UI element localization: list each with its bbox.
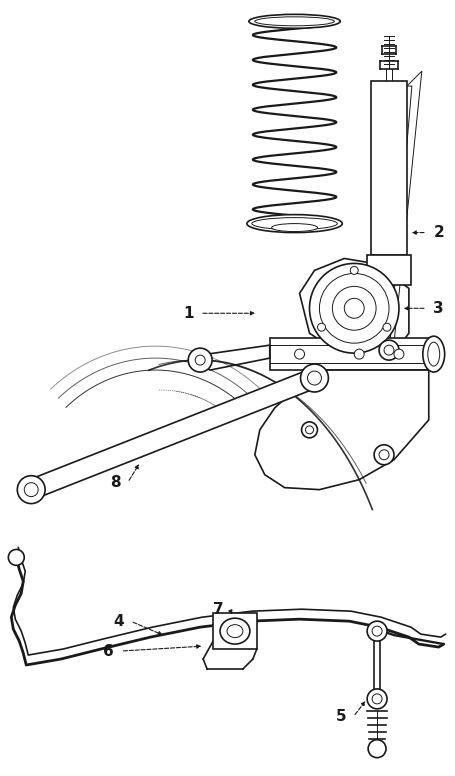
Polygon shape [200, 345, 269, 370]
Polygon shape [366, 255, 410, 286]
Ellipse shape [220, 618, 249, 644]
Text: 8: 8 [110, 475, 121, 490]
Circle shape [344, 298, 364, 318]
Circle shape [8, 549, 24, 566]
Circle shape [188, 348, 212, 372]
Text: 7: 7 [212, 601, 223, 617]
Circle shape [301, 422, 317, 438]
Circle shape [309, 263, 398, 353]
Text: 1: 1 [182, 306, 193, 320]
Polygon shape [27, 369, 318, 499]
Text: 6: 6 [103, 643, 114, 659]
Ellipse shape [422, 336, 444, 372]
Circle shape [366, 621, 386, 641]
Circle shape [332, 286, 375, 331]
Circle shape [378, 340, 398, 360]
Circle shape [393, 349, 403, 359]
Polygon shape [370, 81, 406, 255]
Text: 4: 4 [113, 614, 124, 629]
Ellipse shape [427, 342, 439, 366]
Text: 3: 3 [432, 301, 443, 316]
Ellipse shape [227, 625, 243, 638]
Polygon shape [254, 370, 428, 490]
Polygon shape [212, 613, 256, 649]
Ellipse shape [251, 217, 337, 230]
Polygon shape [299, 258, 408, 358]
Polygon shape [269, 338, 428, 370]
Circle shape [294, 349, 304, 359]
Circle shape [373, 445, 393, 465]
Ellipse shape [271, 223, 317, 231]
Circle shape [319, 273, 388, 343]
Circle shape [382, 324, 390, 331]
Text: 2: 2 [432, 225, 443, 240]
Polygon shape [388, 71, 421, 353]
Text: 5: 5 [335, 709, 346, 724]
Circle shape [367, 740, 385, 757]
Circle shape [307, 371, 321, 385]
Circle shape [17, 476, 45, 504]
Circle shape [300, 364, 328, 392]
Ellipse shape [246, 215, 342, 233]
Circle shape [366, 689, 386, 708]
Circle shape [24, 483, 38, 497]
Circle shape [317, 324, 325, 331]
Circle shape [349, 266, 358, 275]
Circle shape [354, 349, 364, 359]
Ellipse shape [248, 14, 339, 28]
